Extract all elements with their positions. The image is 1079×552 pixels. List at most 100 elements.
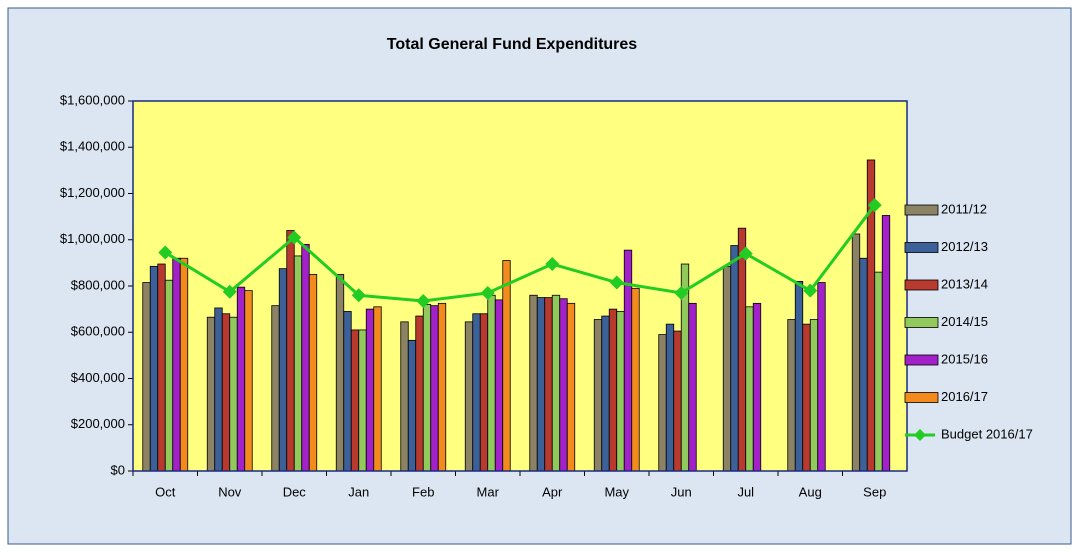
y-tick-label: $400,000 bbox=[71, 370, 125, 385]
bar bbox=[752, 302, 762, 472]
bar bbox=[472, 313, 481, 472]
bar bbox=[157, 263, 166, 472]
bar bbox=[673, 330, 682, 472]
chart-title: Total General Fund Expenditures bbox=[387, 36, 638, 53]
x-tick-label: May bbox=[604, 484, 629, 499]
bar bbox=[494, 299, 504, 472]
bar bbox=[464, 321, 474, 472]
bar bbox=[502, 260, 511, 472]
bar bbox=[859, 257, 868, 472]
bar bbox=[631, 287, 640, 472]
bar bbox=[601, 315, 610, 472]
bar bbox=[787, 319, 796, 472]
bar bbox=[142, 282, 151, 472]
y-tick-label: $1,200,000 bbox=[60, 185, 125, 200]
marker bbox=[287, 230, 302, 245]
bar bbox=[794, 280, 804, 472]
bar bbox=[593, 319, 603, 472]
marker bbox=[803, 283, 818, 298]
bar bbox=[544, 297, 553, 472]
line bbox=[164, 204, 876, 303]
bar bbox=[335, 274, 345, 472]
bar bbox=[373, 306, 382, 472]
x-tick-label: Aug bbox=[799, 484, 822, 499]
bar bbox=[881, 215, 891, 472]
bar bbox=[308, 274, 318, 472]
y-tick-label: $1,000,000 bbox=[60, 231, 125, 246]
x-tick-label: Feb bbox=[412, 484, 434, 499]
plot-area bbox=[133, 101, 907, 471]
x-tick-label: Apr bbox=[542, 484, 563, 499]
bar bbox=[745, 306, 754, 472]
y-tick-label: $200,000 bbox=[71, 416, 125, 431]
bar bbox=[688, 302, 697, 472]
legend-swatch bbox=[904, 354, 939, 366]
bar bbox=[608, 308, 618, 472]
bar bbox=[817, 282, 826, 472]
bar bbox=[350, 329, 360, 472]
y-tick-label: $1,400,000 bbox=[60, 139, 125, 154]
bar bbox=[529, 294, 538, 472]
marker bbox=[480, 285, 495, 300]
x-tick-label: Nov bbox=[218, 484, 242, 499]
bar bbox=[665, 323, 675, 472]
marker bbox=[351, 288, 366, 303]
x-tick-label: Dec bbox=[283, 484, 307, 499]
bar bbox=[293, 255, 303, 472]
bar bbox=[221, 313, 231, 472]
legend-label: 2013/14 bbox=[941, 276, 988, 291]
marker bbox=[674, 285, 689, 300]
marker bbox=[158, 245, 173, 260]
legend-label: 2011/12 bbox=[941, 201, 987, 216]
legend-swatch bbox=[904, 317, 939, 328]
marker bbox=[545, 257, 560, 272]
bar bbox=[172, 257, 181, 472]
bar bbox=[730, 245, 739, 472]
marker bbox=[609, 275, 624, 290]
x-tick-label: Jan bbox=[348, 484, 369, 499]
bar bbox=[244, 290, 253, 472]
y-tick-label: $600,000 bbox=[71, 324, 125, 339]
bar bbox=[271, 305, 280, 472]
bar bbox=[415, 315, 424, 472]
x-tick-label: Jun bbox=[671, 484, 692, 499]
bar bbox=[559, 298, 568, 472]
bar bbox=[536, 297, 546, 472]
bar bbox=[164, 279, 174, 472]
bar bbox=[301, 243, 310, 472]
legend-swatch bbox=[904, 279, 939, 291]
y-tick-label: $800,000 bbox=[71, 277, 125, 292]
bar bbox=[851, 233, 861, 472]
bar bbox=[400, 321, 409, 472]
bar bbox=[430, 305, 439, 472]
x-tick-label: Mar bbox=[477, 484, 500, 499]
y-tick-label: $1,600,000 bbox=[60, 92, 125, 107]
x-tick-label: Sep bbox=[863, 484, 886, 499]
marker bbox=[222, 284, 237, 299]
legend-label: 2014/15 bbox=[941, 314, 988, 329]
bar bbox=[551, 294, 561, 472]
legend-swatch bbox=[904, 204, 939, 216]
legend-label: 2015/16 bbox=[941, 351, 988, 366]
bar bbox=[214, 307, 223, 472]
bar bbox=[802, 323, 811, 472]
bar bbox=[874, 271, 883, 472]
bar bbox=[286, 230, 295, 472]
bar bbox=[566, 302, 576, 472]
marker bbox=[416, 294, 431, 309]
marker bbox=[738, 246, 753, 261]
bar bbox=[365, 308, 375, 472]
bar bbox=[737, 227, 747, 472]
legend-swatch bbox=[904, 392, 939, 403]
bar bbox=[487, 294, 496, 472]
legend-swatch bbox=[904, 242, 939, 253]
bar bbox=[149, 265, 159, 472]
legend-label: Budget 2016/17 bbox=[941, 426, 1033, 441]
bar bbox=[422, 304, 432, 472]
bar bbox=[407, 339, 417, 472]
bar bbox=[229, 316, 238, 472]
x-tick-label: Jul bbox=[737, 484, 754, 499]
bar bbox=[179, 257, 189, 472]
